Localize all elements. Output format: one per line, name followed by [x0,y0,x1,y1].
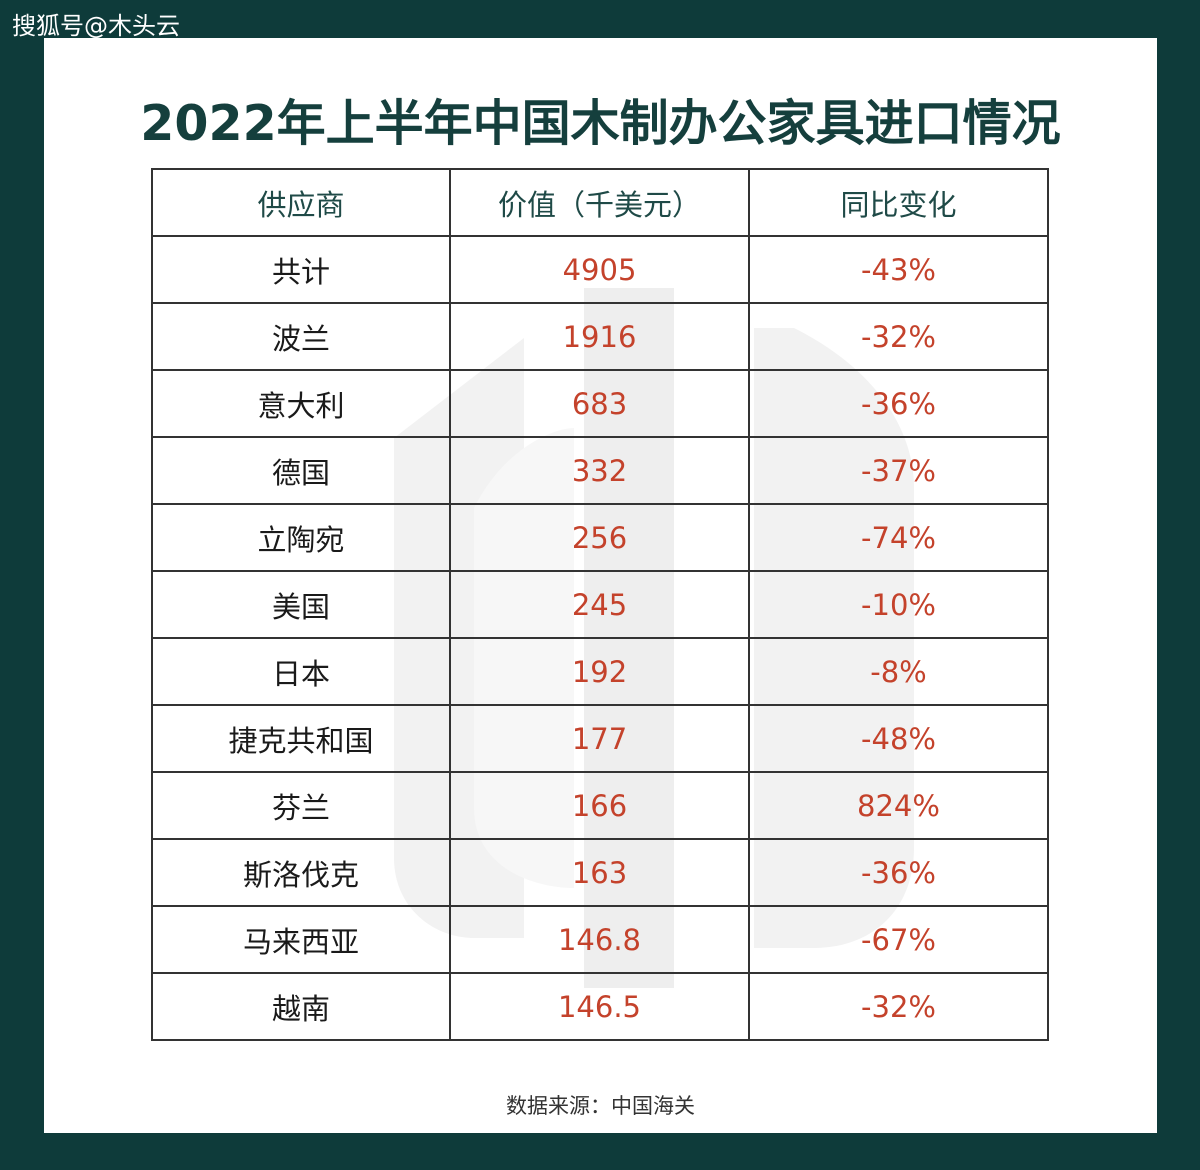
value-cell: 146.8 [449,905,750,974]
supplier-cell: 芬兰 [151,771,451,840]
table-row: 日本 192 -8% [151,637,1049,706]
table-row: 越南 146.5 -32% [151,972,1049,1041]
change-cell: -10% [748,570,1049,639]
data-source-note: 数据来源：中国海关 [506,1094,695,1118]
table-row: 芬兰 166 824% [151,771,1049,840]
table-header-row: 供应商 价值（千美元） 同比变化 [151,168,1049,237]
header-change: 同比变化 [748,168,1049,237]
change-cell: -32% [748,972,1049,1041]
supplier-cell: 日本 [151,637,451,706]
table-row: 美国 245 -10% [151,570,1049,639]
change-cell: -48% [748,704,1049,773]
supplier-cell: 立陶宛 [151,503,451,572]
change-cell: -8% [748,637,1049,706]
value-cell: 177 [449,704,750,773]
supplier-cell: 德国 [151,436,451,505]
table-row: 意大利 683 -36% [151,369,1049,438]
value-cell: 245 [449,570,750,639]
supplier-cell: 美国 [151,570,451,639]
page-title: 2022年上半年中国木制办公家具进口情况 [140,95,1061,152]
table-row: 共计 4905 -43% [151,235,1049,304]
table-row: 斯洛伐克 163 -36% [151,838,1049,907]
value-cell: 166 [449,771,750,840]
change-cell: 824% [748,771,1049,840]
table-row: 捷克共和国 177 -48% [151,704,1049,773]
header-value: 价值（千美元） [449,168,750,237]
table-row: 波兰 1916 -32% [151,302,1049,371]
table-row: 立陶宛 256 -74% [151,503,1049,572]
supplier-cell: 共计 [151,235,451,304]
change-cell: -37% [748,436,1049,505]
supplier-cell: 捷克共和国 [151,704,451,773]
value-cell: 332 [449,436,750,505]
value-cell: 146.5 [449,972,750,1041]
change-cell: -36% [748,369,1049,438]
supplier-cell: 意大利 [151,369,451,438]
watermark-text: 搜狐号@木头云 [12,12,180,40]
supplier-cell: 马来西亚 [151,905,451,974]
import-table: 供应商 价值（千美元） 同比变化 共计 4905 -43% 波兰 1916 -3… [151,168,1049,1041]
value-cell: 4905 [449,235,750,304]
change-cell: -67% [748,905,1049,974]
value-cell: 1916 [449,302,750,371]
value-cell: 256 [449,503,750,572]
value-cell: 163 [449,838,750,907]
value-cell: 683 [449,369,750,438]
supplier-cell: 越南 [151,972,451,1041]
supplier-cell: 波兰 [151,302,451,371]
table-row: 马来西亚 146.8 -67% [151,905,1049,974]
header-supplier: 供应商 [151,168,451,237]
change-cell: -43% [748,235,1049,304]
change-cell: -32% [748,302,1049,371]
table-row: 德国 332 -37% [151,436,1049,505]
change-cell: -36% [748,838,1049,907]
change-cell: -74% [748,503,1049,572]
value-cell: 192 [449,637,750,706]
content-card: 2022年上半年中国木制办公家具进口情况 供应商 价值（千美元） 同比变化 共计… [44,38,1157,1133]
supplier-cell: 斯洛伐克 [151,838,451,907]
